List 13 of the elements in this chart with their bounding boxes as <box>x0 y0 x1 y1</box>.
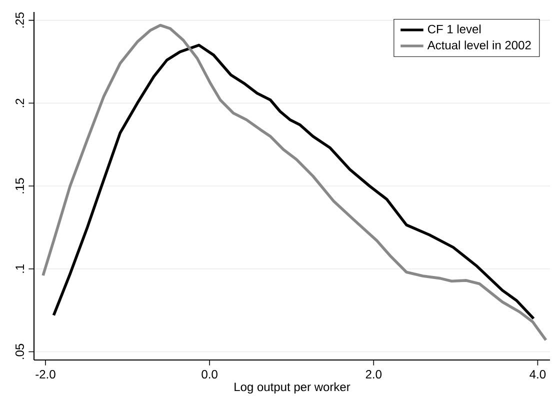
y-tick-label: .05 <box>15 344 24 359</box>
line-series <box>42 24 548 342</box>
legend-label: CF 1 level <box>428 24 481 34</box>
x-tick-label: -2.0 <box>36 370 56 379</box>
y-tick-label: .1 <box>16 264 24 273</box>
x-tick-label: 0.0 <box>202 370 218 379</box>
legend-label: Actual level in 2002 <box>427 40 531 50</box>
y-tick-label: .2 <box>16 98 24 108</box>
x-tick-label: 2.0 <box>366 370 382 379</box>
y-tick-label: .15 <box>16 178 24 194</box>
y-tick-label: .25 <box>15 12 24 28</box>
x-tick-label: 4.0 <box>530 370 546 379</box>
x-axis-title: Log output per worker <box>234 382 350 394</box>
